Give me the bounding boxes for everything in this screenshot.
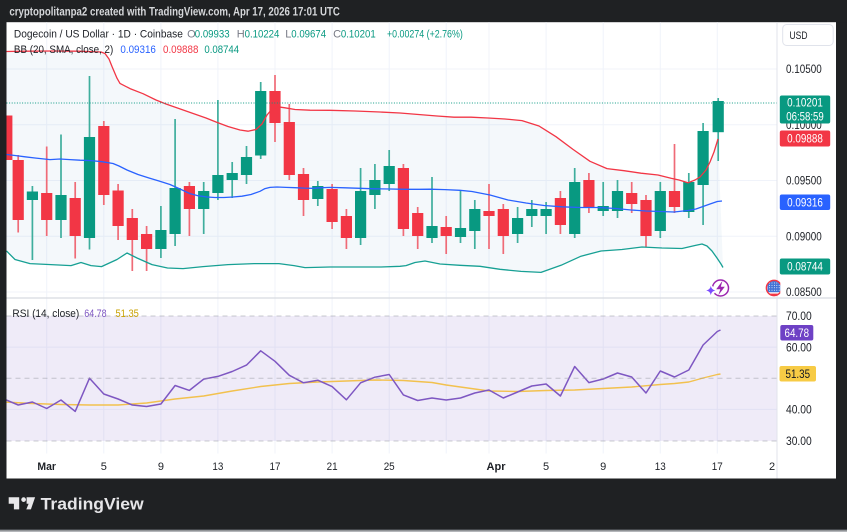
svg-text:17: 17 <box>270 461 281 473</box>
svg-text:2: 2 <box>769 461 775 473</box>
svg-text:Dogecoin / US Dollar · 1D · Co: Dogecoin / US Dollar · 1D · Coinbase <box>14 28 183 40</box>
svg-text:21: 21 <box>327 461 338 473</box>
svg-text:BB (20, SMA, close, 2): BB (20, SMA, close, 2) <box>14 44 113 56</box>
svg-text:0.09316: 0.09316 <box>787 195 823 209</box>
svg-text:06:58:59: 06:58:59 <box>786 110 824 124</box>
svg-text:0.10201: 0.10201 <box>787 96 823 110</box>
svg-text:+0.00274 (+2.76%): +0.00274 (+2.76%) <box>387 28 463 40</box>
svg-text:Apr: Apr <box>487 461 507 473</box>
svg-text:0.08500: 0.08500 <box>786 285 822 299</box>
svg-text:H: H <box>237 28 245 40</box>
svg-text:5: 5 <box>101 461 107 473</box>
svg-text:O: O <box>187 28 196 40</box>
svg-text:13: 13 <box>655 461 666 473</box>
svg-text:64.78: 64.78 <box>785 326 810 340</box>
svg-text:64.78: 64.78 <box>84 308 106 320</box>
svg-text:51.35: 51.35 <box>116 308 139 320</box>
svg-text:0.10224: 0.10224 <box>245 28 280 40</box>
svg-text:9: 9 <box>158 461 164 473</box>
svg-text:0.10201: 0.10201 <box>341 28 376 40</box>
svg-text:cryptopolitanpa2 created with: cryptopolitanpa2 created with TradingVie… <box>9 6 340 18</box>
svg-text:0.09933: 0.09933 <box>195 28 230 40</box>
svg-text:0.08744: 0.08744 <box>204 44 239 56</box>
svg-text:0.09888: 0.09888 <box>163 44 198 56</box>
svg-text:0.09888: 0.09888 <box>787 132 823 146</box>
svg-text:70.00: 70.00 <box>786 309 812 323</box>
svg-text:RSI (14, close): RSI (14, close) <box>12 308 79 320</box>
svg-text:0.09500: 0.09500 <box>786 174 822 188</box>
svg-text:0.09000: 0.09000 <box>786 230 822 244</box>
svg-text:TradingView: TradingView <box>41 495 144 513</box>
svg-text:9: 9 <box>600 461 606 473</box>
svg-text:5: 5 <box>543 461 549 473</box>
svg-text:13: 13 <box>212 461 223 473</box>
svg-text:0.09674: 0.09674 <box>291 28 326 40</box>
svg-text:30.00: 30.00 <box>786 434 812 448</box>
svg-text:51.35: 51.35 <box>786 367 811 381</box>
svg-text:Mar: Mar <box>37 461 56 473</box>
svg-text:0.10500: 0.10500 <box>786 62 822 76</box>
svg-text:60.00: 60.00 <box>786 340 812 354</box>
svg-text:0.09316: 0.09316 <box>120 44 155 56</box>
svg-text:40.00: 40.00 <box>786 403 812 417</box>
svg-text:USD: USD <box>790 30 808 42</box>
svg-text:0.08744: 0.08744 <box>787 260 823 274</box>
svg-text:25: 25 <box>384 461 395 473</box>
svg-text:17: 17 <box>712 461 723 473</box>
svg-text:C: C <box>333 28 341 40</box>
svg-text:L: L <box>285 28 291 40</box>
